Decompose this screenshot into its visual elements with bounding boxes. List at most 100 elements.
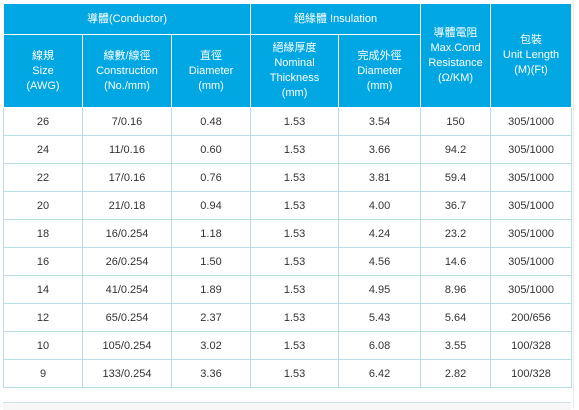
table-row: 20 21/0.18 0.94 1.53 4.00 36.7 305/1000	[3, 191, 573, 220]
construction-header-line: 線數/線徑	[103, 49, 151, 62]
resistance-cell: 3.55	[420, 331, 492, 360]
resistance-header-line: Resistance	[428, 56, 483, 69]
table-row: 24 11/0.16 0.60 1.53 3.66 94.2 305/1000	[3, 135, 573, 164]
unit-length-header-line: 包裝	[520, 34, 543, 46]
insulation-diameter-cell: 4.56	[338, 247, 422, 276]
unit-length-cell: 305/1000	[490, 107, 573, 136]
conductor-diameter-header-line: 直徑	[200, 49, 223, 62]
insulation-diameter-header: 完成外徑 Diameter (mm)	[338, 34, 422, 108]
size-header-line: 線規	[32, 49, 54, 62]
awg-cell: 10	[3, 331, 83, 360]
construction-cell: 133/0.254	[82, 359, 172, 388]
thickness-cell: 1.53	[250, 331, 340, 360]
awg-cell: 18	[3, 219, 83, 248]
unit-length-cell: 305/1000	[490, 247, 573, 276]
wire-spec-table: 導體(Conductor) 絕緣體 Insulation 導體電阻 Max.Co…	[2, 3, 573, 388]
header-row-groups: 導體(Conductor) 絕緣體 Insulation 導體電阻 Max.Co…	[2, 3, 573, 108]
vertical-scroll-area[interactable]	[573, 0, 579, 409]
insulation-diameter-cell: 6.08	[338, 331, 422, 360]
table-row: 18 16/0.254 1.18 1.53 4.24 23.2 305/1000	[3, 219, 573, 248]
thickness-cell: 1.53	[250, 275, 340, 304]
resistance-cell: 5.64	[420, 303, 492, 332]
resistance-header-line: Max.Cond	[430, 41, 481, 54]
conductor-diameter-header-line: Diameter	[188, 64, 234, 77]
resistance-header-line: 導體電阻	[433, 26, 478, 39]
construction-cell: 26/0.254	[82, 247, 172, 276]
construction-header-line: (No./mm)	[104, 79, 150, 92]
unit-length-cell: 305/1000	[490, 163, 573, 192]
insulation-diameter-header-line: Diameter	[357, 64, 402, 77]
thickness-cell: 1.53	[250, 191, 340, 220]
awg-cell: 20	[3, 191, 83, 220]
resistance-header-line: (Ω/KM)	[437, 71, 474, 84]
insulation-diameter-cell: 3.66	[338, 135, 422, 164]
conductor-diameter-cell: 0.94	[170, 191, 252, 220]
insulation-diameter-cell: 6.42	[338, 359, 422, 388]
thickness-cell: 1.53	[250, 135, 340, 164]
conductor-diameter-header: 直徑 Diameter (mm)	[170, 34, 252, 108]
awg-cell: 9	[3, 359, 83, 388]
construction-header: 線數/線徑 Construction (No./mm)	[82, 34, 172, 108]
insulation-group-header: 絕緣體 Insulation	[250, 3, 422, 35]
horizontal-scroll-area[interactable]	[3, 402, 571, 410]
table-row: 16 26/0.254 1.50 1.53 4.56 14.6 305/1000	[3, 247, 573, 276]
thickness-header-line: (mm)	[281, 87, 308, 99]
conductor-diameter-header-line: (mm)	[198, 79, 224, 92]
construction-cell: 21/0.18	[82, 191, 172, 220]
thickness-cell: 1.53	[250, 219, 340, 248]
insulation-diameter-header-line: 完成外徑	[357, 49, 402, 62]
construction-cell: 16/0.254	[82, 219, 172, 248]
unit-length-header-line: (M)(Ft)	[514, 64, 548, 76]
conductor-diameter-cell: 0.76	[170, 163, 252, 192]
insulation-diameter-cell: 4.00	[338, 191, 422, 220]
awg-cell: 14	[3, 275, 83, 304]
unit-length-cell: 200/656	[490, 303, 573, 332]
resistance-cell: 36.7	[420, 191, 492, 220]
construction-cell: 11/0.16	[82, 135, 172, 164]
conductor-diameter-cell: 0.60	[170, 135, 252, 164]
size-header-line: Size	[32, 64, 54, 77]
resistance-cell: 14.6	[420, 247, 492, 276]
conductor-diameter-cell: 1.50	[170, 247, 252, 276]
thickness-cell: 1.53	[250, 247, 340, 276]
insulation-diameter-cell: 3.81	[338, 163, 422, 192]
insulation-diameter-cell: 3.54	[338, 107, 422, 136]
unit-length-cell: 305/1000	[490, 135, 573, 164]
resistance-cell: 94.2	[420, 135, 492, 164]
construction-cell: 17/0.16	[82, 163, 172, 192]
conductor-diameter-cell: 3.02	[170, 331, 252, 360]
construction-cell: 7/0.16	[82, 107, 172, 136]
conductor-group-header: 導體(Conductor)	[2, 3, 252, 35]
thickness-cell: 1.53	[250, 303, 340, 332]
insulation-diameter-cell: 4.24	[338, 219, 422, 248]
table-row: 12 65/0.254 2.37 1.53 5.43 5.64 200/656	[3, 303, 573, 332]
table-row: 26 7/0.16 0.48 1.53 3.54 150 305/1000	[3, 107, 573, 136]
thickness-cell: 1.53	[250, 163, 340, 192]
conductor-diameter-cell: 0.48	[170, 107, 252, 136]
header-row-columns: 線規 Size (AWG) 線數/線徑 Construction (No./mm…	[3, 34, 572, 108]
resistance-header: 導體電阻 Max.Cond Resistance (Ω/KM)	[420, 3, 492, 108]
unit-length-cell: 305/1000	[490, 219, 573, 248]
thickness-header-line: Thickness	[269, 72, 320, 84]
conductor-diameter-cell: 1.89	[170, 275, 252, 304]
table-row: 9 133/0.254 3.36 1.53 6.42 2.82 100/328	[3, 359, 573, 388]
conductor-diameter-cell: 1.18	[170, 219, 252, 248]
construction-cell: 65/0.254	[82, 303, 172, 332]
thickness-cell: 1.53	[250, 107, 340, 136]
resistance-cell: 23.2	[420, 219, 492, 248]
construction-cell: 105/0.254	[82, 331, 172, 360]
unit-length-cell: 305/1000	[490, 191, 573, 220]
construction-header-line: Construction	[96, 64, 158, 77]
awg-cell: 16	[3, 247, 83, 276]
conductor-diameter-cell: 3.36	[170, 359, 252, 388]
unit-length-cell: 100/328	[490, 331, 573, 360]
awg-cell: 12	[3, 303, 83, 332]
insulation-diameter-header-line: (mm)	[366, 79, 393, 92]
thickness-header-line: Nominal	[274, 57, 315, 69]
resistance-cell: 2.82	[420, 359, 492, 388]
unit-length-header: 包裝 Unit Length (M)(Ft)	[490, 3, 573, 108]
table-row: 14 41/0.254 1.89 1.53 4.95 8.96 305/1000	[3, 275, 573, 304]
thickness-header-line: 絕緣厚度	[272, 42, 317, 54]
thickness-header: 絕緣厚度 Nominal Thickness (mm)	[250, 34, 340, 108]
unit-length-header-line: Unit Length	[502, 49, 560, 61]
